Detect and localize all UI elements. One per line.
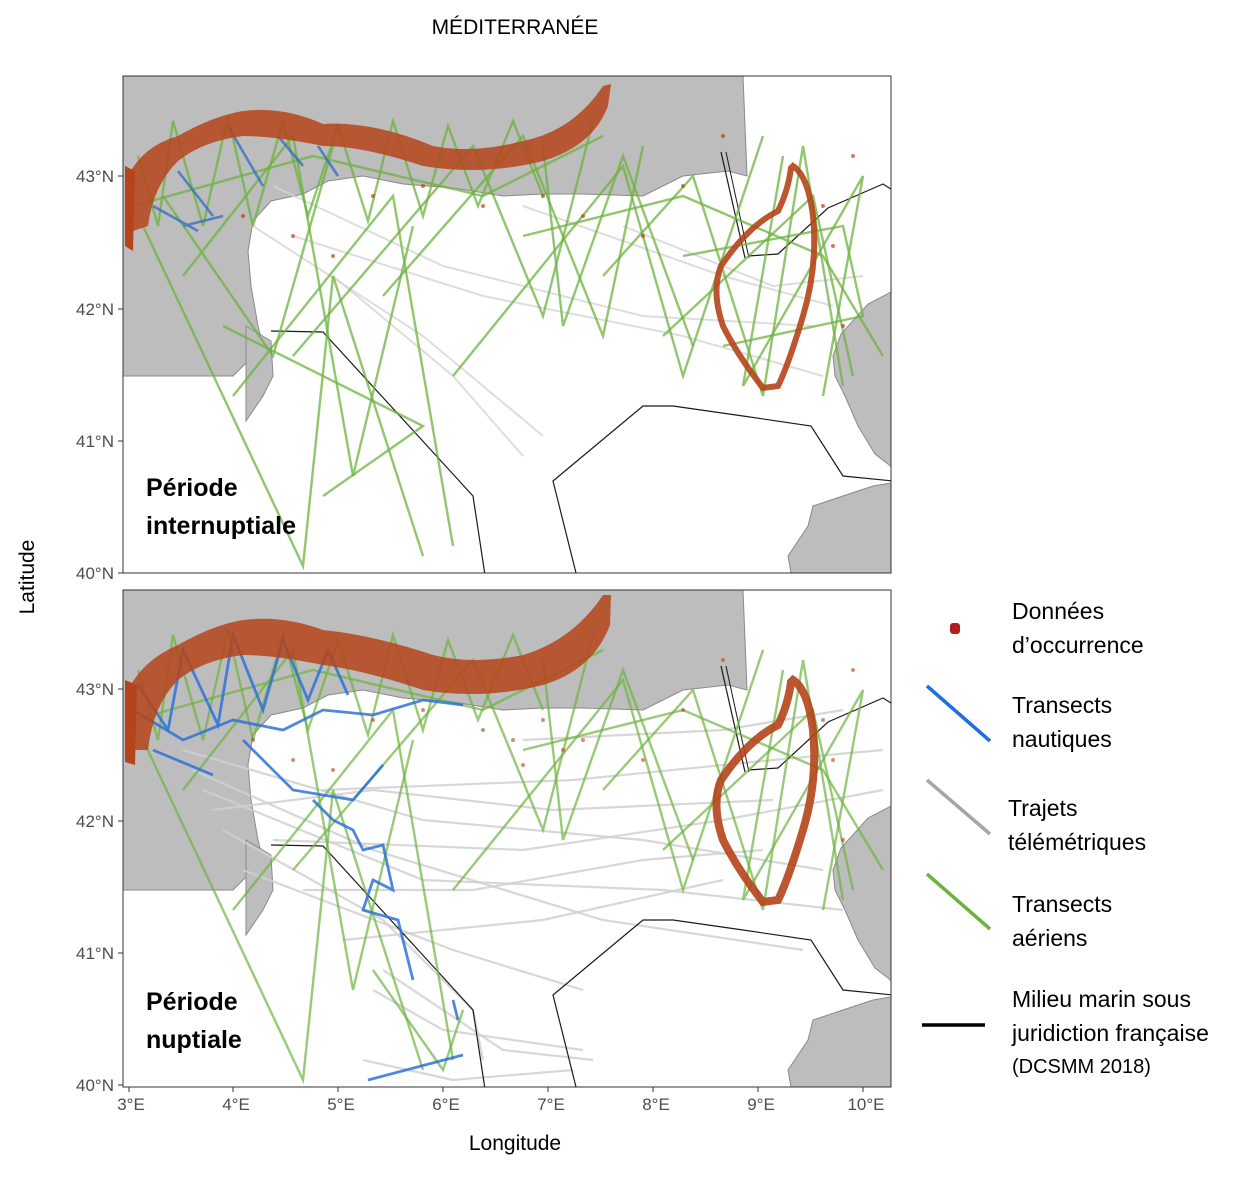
x-tick-label: 8°E bbox=[642, 1095, 670, 1114]
y-tick-label: 41°N bbox=[76, 944, 114, 963]
x-tick-label: 3°E bbox=[117, 1095, 145, 1114]
occurrence-points-bottom bbox=[125, 595, 819, 907]
x-tick-label: 10°E bbox=[847, 1095, 884, 1114]
panel-label-top-line1: Période bbox=[146, 474, 238, 502]
x-tick-label: 6°E bbox=[432, 1095, 460, 1114]
panel-labels: Période internuptiale Période nuptiale bbox=[146, 474, 296, 1054]
map-title: MÉDITERRANÉE bbox=[431, 16, 599, 39]
y-tick-label: 43°N bbox=[76, 680, 114, 699]
panel-label-top-line2: internuptiale bbox=[146, 512, 296, 540]
y-tick-label: 40°N bbox=[76, 564, 114, 583]
legend-nautical-label: Transects nautiques bbox=[1012, 692, 1113, 752]
occurrence-points-top bbox=[125, 84, 818, 392]
y-tick-label: 40°N bbox=[76, 1076, 114, 1095]
nautical-transects-bottom bbox=[132, 629, 464, 1082]
legend-boundary-label: Milieu marin sous juridiction française … bbox=[1012, 986, 1209, 1078]
y-tick-label: 42°N bbox=[76, 812, 114, 831]
legend-nautical-symbol bbox=[925, 684, 992, 743]
x-tick-label: 5°E bbox=[327, 1095, 355, 1114]
legend bbox=[922, 623, 992, 1027]
x-axis-label: Longitude bbox=[468, 1132, 562, 1155]
x-tick-label: 9°E bbox=[747, 1095, 775, 1114]
aerial-transects-top bbox=[132, 115, 885, 571]
legend-telemetry-symbol bbox=[925, 778, 992, 836]
y-tick-labels-bottom: 43°N 42°N 41°N 40°N bbox=[76, 680, 114, 1095]
nautical-transects-top bbox=[152, 125, 340, 233]
x-tick-label: 4°E bbox=[222, 1095, 250, 1114]
x-tick-labels: 3°E 4°E 5°E 6°E 7°E 8°E 9°E 10°E bbox=[117, 1095, 884, 1114]
panel-internuptial bbox=[122, 75, 892, 574]
legend-occurrence-symbol bbox=[950, 623, 960, 634]
x-tick-label: 7°E bbox=[537, 1095, 565, 1114]
panel-label-bottom-line1: Période bbox=[146, 988, 238, 1016]
panel-label-bottom-line2: nuptiale bbox=[146, 1026, 242, 1054]
legend-telemetry-label: Trajets télémétriques bbox=[1008, 795, 1147, 855]
y-tick-labels-top: 43°N 42°N 41°N 40°N bbox=[76, 167, 114, 583]
legend-aerial-symbol bbox=[925, 872, 992, 931]
axis-ticks bbox=[118, 175, 864, 1092]
legend-aerial-label: Transects aériens bbox=[1012, 891, 1113, 951]
panel-nuptial bbox=[122, 589, 892, 1088]
legend-occurrence-label: Données d’occurrence bbox=[1012, 598, 1144, 658]
y-tick-label: 43°N bbox=[76, 167, 114, 186]
y-tick-label: 42°N bbox=[76, 300, 114, 319]
y-tick-label: 41°N bbox=[76, 432, 114, 451]
